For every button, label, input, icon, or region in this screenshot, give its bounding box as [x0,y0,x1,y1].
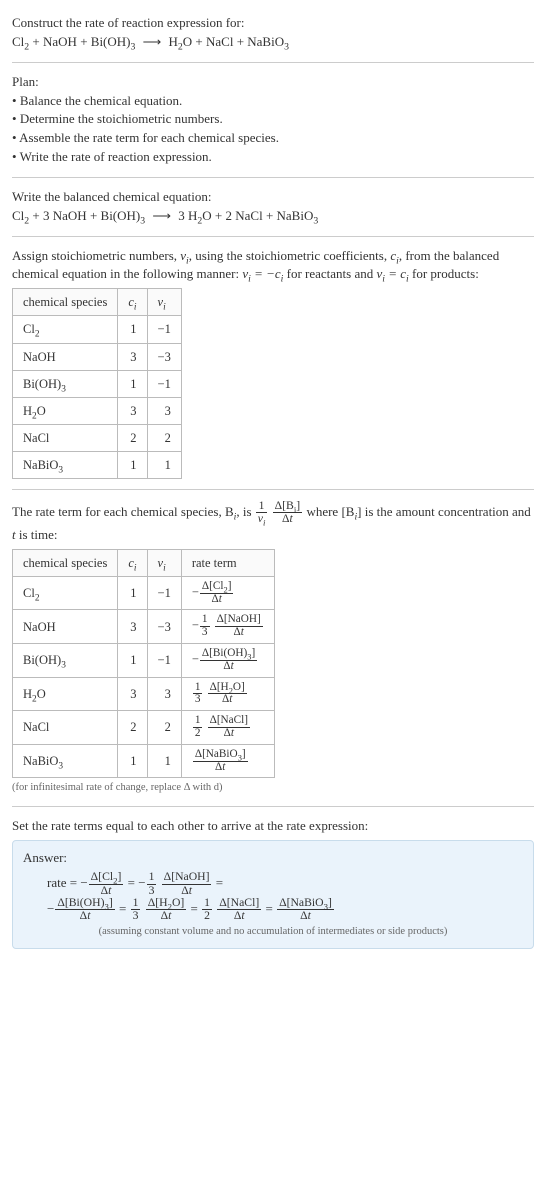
arrow-icon: ⟶ [143,33,162,52]
note: (for infinitesimal rate of change, repla… [12,780,534,795]
table-row: NaOH3−3 [13,343,182,370]
final: Set the rate terms equal to each other t… [12,811,534,955]
rate-table: chemical species ci νi rate term Cl21−1−… [12,549,275,779]
table-row: NaBiO311Δ[NaBiO3]Δt [13,744,275,778]
table-row: NaOH3−3−13 Δ[NaOH]Δt [13,610,275,644]
balanced-equation: Cl2 + 3 NaOH + Bi(OH)3 ⟶ 3 H2O + 2 NaCl … [12,207,534,226]
frac: 1νi [256,500,268,526]
balanced-intro: Write the balanced chemical equation: [12,188,534,207]
plan-item: Write the rate of reaction expression. [12,148,534,167]
col-rate: rate term [181,549,274,576]
col-ci: ci [118,289,147,316]
col-species: chemical species [13,289,118,316]
col-species: chemical species [13,549,118,576]
plan-title: Plan: [12,73,534,92]
plan-list: Balance the chemical equation. Determine… [12,92,534,167]
table-row: Cl21−1 [13,316,182,343]
arrow-icon: ⟶ [152,207,171,226]
rate-term: The rate term for each chemical species,… [12,494,534,802]
plan-item: Determine the stoichiometric numbers. [12,110,534,129]
final-lead: Set the rate terms equal to each other t… [12,817,534,836]
stoich-table: chemical species ci νi Cl21−1NaOH3−3Bi(O… [12,288,182,479]
plan: Plan: Balance the chemical equation. Det… [12,67,534,173]
balanced: Write the balanced chemical equation: Cl… [12,182,534,232]
col-nui: νi [147,549,181,576]
divider [12,236,534,237]
answer-note: (assuming constant volume and no accumul… [23,924,523,939]
table-row: Bi(OH)31−1−Δ[Bi(OH)3]Δt [13,643,275,677]
col-nui: νi [147,289,181,316]
frac: Δ[Bi]Δt [273,500,303,526]
assign: Assign stoichiometric numbers, νi, using… [12,241,534,486]
answer-label: Answer: [23,849,523,868]
prompt: Construct the rate of reaction expressio… [12,14,534,33]
divider [12,177,534,178]
reaction-equation: Cl2 + NaOH + Bi(OH)3 ⟶ H2O + NaCl + NaBi… [12,33,534,52]
table-row: H2O33 [13,397,182,424]
divider [12,62,534,63]
table-row: NaCl2212 Δ[NaCl]Δt [13,711,275,745]
table-row: Cl21−1−Δ[Cl2]Δt [13,576,275,610]
divider [12,806,534,807]
table-row: NaCl22 [13,424,182,451]
plan-item: Balance the chemical equation. [12,92,534,111]
answer-box: Answer: rate = −Δ[Cl2]Δt = −13 Δ[NaOH]Δt… [12,840,534,949]
answer-line: −Δ[Bi(OH)3]Δt = 13 Δ[H2O]Δt = 12 Δ[NaCl]… [23,897,523,923]
divider [12,489,534,490]
col-ci: ci [118,549,147,576]
header: Construct the rate of reaction expressio… [12,8,534,58]
answer-line: rate = −Δ[Cl2]Δt = −13 Δ[NaOH]Δt = [23,871,523,897]
table-row: NaBiO311 [13,452,182,479]
table-row: H2O3313 Δ[H2O]Δt [13,677,275,711]
plan-item: Assemble the rate term for each chemical… [12,129,534,148]
table-row: Bi(OH)31−1 [13,370,182,397]
